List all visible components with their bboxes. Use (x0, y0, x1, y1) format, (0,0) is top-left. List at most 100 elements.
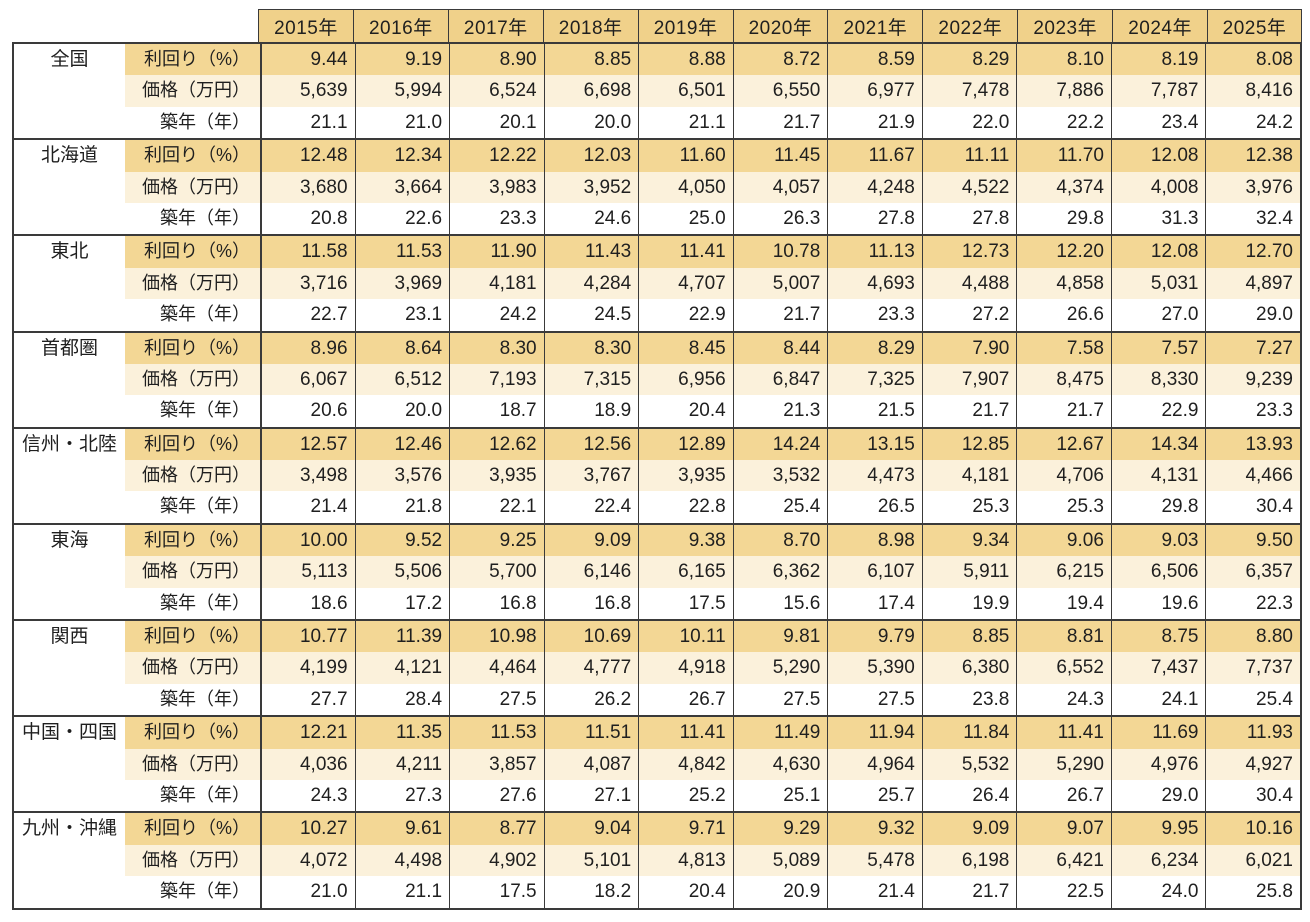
data-cell: 8.19 (1110, 44, 1206, 76)
data-cell: 24.2 (1205, 106, 1300, 139)
data-cell: 25.3 (1016, 491, 1111, 523)
data-cell: 7,315 (543, 363, 639, 396)
data-cell: 6,357 (1205, 556, 1300, 588)
data-cell: 10.16 (1205, 813, 1300, 845)
data-cell: 6,021 (1205, 844, 1300, 877)
data-cell: 21.8 (354, 491, 450, 523)
data-cell: 3,532 (732, 460, 828, 492)
data-cell: 24.6 (543, 202, 639, 235)
data-cell: 28.4 (354, 683, 450, 716)
data-cell: 5,700 (449, 556, 544, 588)
data-cell: 21.7 (1016, 395, 1111, 427)
year-header-cell: 2016年 (352, 9, 448, 42)
data-cell: 4,858 (1016, 267, 1111, 300)
data-cell: 13.15 (827, 428, 922, 461)
data-cell: 4,498 (354, 844, 450, 877)
data-cell: 3,983 (449, 171, 544, 203)
data-cell: 5,478 (827, 844, 922, 877)
year-header-cell: 2017年 (447, 9, 543, 42)
metric-label-price: 価格（万円） (125, 748, 260, 780)
region-name: 東北 (14, 236, 125, 331)
region-group-hokkaido: 北海道 利回り（%） 12.48 12.34 12.22 12.03 11.60 11.45 1… (14, 138, 1300, 235)
data-cell: 22.6 (354, 202, 450, 235)
data-cell: 7,907 (921, 363, 1017, 396)
metric-label-age: 築年（年） (125, 395, 260, 427)
data-cell: 8.10 (1016, 44, 1111, 76)
year-header-row: 2015年 2016年 2017年 2018年 2019年 2020年 2021年 2022年… (258, 9, 1302, 42)
data-cell: 14.34 (1110, 428, 1206, 461)
data-cell: 5,390 (827, 652, 922, 684)
data-cell: 27.8 (827, 202, 922, 235)
data-cell: 7.58 (1016, 332, 1111, 364)
data-cell: 27.7 (260, 683, 355, 716)
data-cell: 4,211 (354, 748, 450, 780)
data-cell: 26.4 (921, 779, 1017, 812)
data-cell: 11.53 (449, 717, 544, 749)
data-cell: 15.6 (732, 587, 828, 620)
data-cell: 10.27 (260, 813, 355, 845)
data-cell: 9,239 (1205, 363, 1300, 396)
metric-label-age: 築年（年） (125, 587, 260, 620)
data-cell: 25.2 (638, 779, 733, 812)
data-cell: 22.3 (1205, 587, 1300, 620)
data-cell: 8.81 (1016, 621, 1111, 653)
data-cell: 9.25 (449, 524, 544, 557)
year-header-cell: 2020年 (732, 9, 828, 42)
data-cell: 12.70 (1205, 236, 1300, 268)
data-cell: 25.4 (1205, 683, 1300, 716)
data-cell: 26.5 (827, 491, 922, 523)
data-cell: 4,057 (732, 171, 828, 203)
data-cell: 24.0 (1110, 876, 1206, 908)
data-cell: 32.4 (1205, 202, 1300, 235)
data-cell: 17.5 (449, 876, 544, 908)
metric-label-price: 価格（万円） (125, 267, 260, 300)
data-cell: 17.5 (638, 587, 733, 620)
data-cell: 6,380 (921, 652, 1017, 684)
data-cell: 3,969 (354, 267, 450, 300)
data-cell: 3,680 (260, 171, 355, 203)
data-cell: 11.35 (354, 717, 450, 749)
data-cell: 12.62 (449, 428, 544, 461)
data-cell: 11.90 (449, 236, 544, 268)
data-cell: 7,325 (827, 363, 922, 396)
data-cell: 8.85 (921, 621, 1017, 653)
data-cell: 10.69 (543, 621, 639, 653)
data-cell: 20.8 (260, 202, 355, 235)
data-cell: 18.2 (543, 876, 639, 908)
data-cell: 4,707 (638, 267, 733, 300)
metric-label-yield: 利回り（%） (125, 428, 260, 461)
metric-label-yield: 利回り（%） (125, 236, 260, 268)
data-cell: 27.1 (543, 779, 639, 812)
data-cell: 4,121 (354, 652, 450, 684)
data-cell: 17.4 (827, 587, 922, 620)
data-cell: 4,842 (638, 748, 733, 780)
data-cell: 12.08 (1110, 236, 1206, 268)
data-cell: 8.30 (449, 332, 544, 364)
data-cell: 6,501 (638, 75, 733, 107)
data-cell: 12.67 (1016, 428, 1111, 461)
data-cell: 21.4 (260, 491, 355, 523)
data-cell: 21.0 (354, 106, 450, 139)
data-cell: 4,087 (543, 748, 639, 780)
data-cell: 19.6 (1110, 587, 1206, 620)
data-cell: 20.1 (449, 106, 544, 139)
data-cell: 20.0 (543, 106, 639, 139)
data-cell: 6,198 (921, 844, 1017, 877)
region-name: 関西 (14, 621, 125, 716)
data-cell: 5,007 (732, 267, 828, 300)
data-table: 2015年 2016年 2017年 2018年 2019年 2020年 2021年 2022年… (12, 9, 1302, 910)
data-cell: 21.7 (732, 106, 828, 139)
data-cell: 8,330 (1110, 363, 1206, 396)
data-cell: 12.85 (921, 428, 1017, 461)
data-cell: 23.8 (921, 683, 1017, 716)
metric-label-price: 価格（万円） (125, 363, 260, 396)
data-cell: 29.0 (1110, 779, 1206, 812)
data-cell: 24.2 (449, 299, 544, 331)
data-cell: 31.3 (1110, 202, 1206, 235)
data-cell: 23.4 (1110, 106, 1206, 139)
data-cell: 3,976 (1205, 171, 1300, 203)
data-cell: 27.5 (732, 683, 828, 716)
data-cell: 20.4 (638, 876, 733, 908)
data-cell: 11.69 (1110, 717, 1206, 749)
data-cell: 11.93 (1205, 717, 1300, 749)
